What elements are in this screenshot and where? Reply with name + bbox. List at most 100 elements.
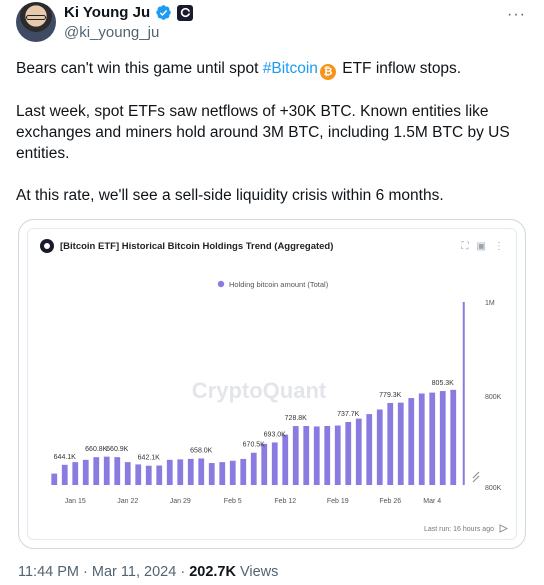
bar	[219, 462, 226, 485]
x-tick-label: Jan 29	[170, 498, 191, 505]
x-tick-label: Jan 15	[65, 498, 86, 505]
chart-header: [Bitcoin ETF] Historical Bitcoin Holding…	[40, 239, 333, 253]
bar	[429, 392, 436, 485]
bar	[462, 302, 465, 485]
bitcoin-icon: ₿	[319, 64, 336, 80]
more-vertical-icon[interactable]: ⋮	[494, 241, 504, 252]
views-count: 202.7K	[189, 564, 236, 580]
bar	[408, 398, 415, 485]
more-options-icon[interactable]: ···	[507, 6, 526, 23]
x-tick-label: Feb 5	[224, 498, 242, 505]
bar	[376, 409, 383, 485]
chart-svg: CryptoQuant Holding bitcoin amount (Total…	[51, 280, 509, 533]
views-label: Views	[239, 564, 279, 580]
bar	[324, 425, 331, 485]
bar	[72, 462, 79, 485]
avatar[interactable]	[16, 2, 56, 42]
bar	[208, 463, 215, 485]
verified-badge-icon	[156, 5, 171, 20]
bar	[166, 459, 173, 485]
bar	[51, 473, 58, 485]
meta-separator: ·	[180, 564, 186, 580]
chart-title: [Bitcoin ETF] Historical Bitcoin Holding…	[60, 240, 334, 252]
data-label: 737.7K	[337, 411, 360, 418]
cryptoquant-logo-icon	[40, 239, 54, 253]
x-tick-label: Feb 26	[379, 498, 401, 505]
tweet-line1-post: ETF inflow stops.	[337, 60, 462, 77]
bar	[135, 464, 142, 485]
x-tick-label: Mar 4	[423, 498, 441, 505]
image-icon[interactable]: ▣	[476, 241, 486, 252]
x-tick-label: Jan 22	[117, 498, 138, 505]
data-label: 642.1K	[138, 455, 161, 462]
bar	[345, 422, 352, 485]
bar	[366, 414, 373, 485]
bar	[198, 458, 205, 485]
data-label: 728.8K	[285, 415, 308, 422]
data-label: 805.3K	[432, 380, 455, 387]
tweet-line1-pre: Bears can't win this game until spot	[16, 60, 263, 77]
data-label: 693.0K	[264, 431, 287, 438]
tweet-paragraph-2: Last week, spot ETFs saw netflows of +30…	[16, 103, 510, 162]
share-icon	[499, 524, 509, 533]
x-tick-label: Feb 12	[274, 498, 296, 505]
bar	[439, 391, 446, 485]
bar	[114, 457, 121, 485]
affiliate-badge-icon[interactable]	[177, 4, 194, 21]
bar	[61, 464, 68, 485]
bar	[103, 456, 110, 485]
hashtag-link[interactable]: #Bitcoin	[262, 60, 318, 77]
bar	[303, 425, 310, 485]
chart-card[interactable]: [Bitcoin ETF] Historical Bitcoin Holding…	[18, 219, 526, 549]
bar	[292, 426, 299, 485]
bar	[124, 462, 131, 485]
chart-panel: [Bitcoin ETF] Historical Bitcoin Holding…	[27, 228, 517, 540]
legend-label: Holding bitcoin amount (Total)	[229, 280, 329, 289]
legend-marker	[217, 280, 225, 288]
bar	[418, 393, 425, 485]
y-tick-label: 800K	[485, 394, 502, 401]
bar	[240, 458, 247, 485]
bar	[250, 452, 257, 485]
tweet-time[interactable]: 11:44 PM	[18, 564, 79, 580]
bar	[145, 465, 152, 485]
fullscreen-icon[interactable]: ⛶	[461, 241, 469, 252]
last-run-text: Last run: 16 hours ago	[424, 526, 494, 533]
meta-separator: ·	[83, 564, 88, 580]
bar	[271, 442, 278, 485]
bar	[355, 418, 362, 485]
bar	[397, 402, 404, 485]
bar	[313, 426, 320, 485]
bar	[334, 425, 341, 485]
bar	[387, 402, 394, 485]
axis-break	[472, 471, 480, 479]
y-tick-label: 1M	[485, 300, 495, 307]
chart-tools: ⛶ ▣ ⋮	[462, 241, 504, 252]
bar	[282, 434, 289, 485]
bar	[187, 458, 194, 485]
data-label: 660.8K	[85, 446, 108, 453]
author-handle[interactable]: @ki_young_ju	[64, 24, 160, 41]
tweet-meta: 11:44 PM · Mar 11, 2024 · 202.7K Views	[18, 564, 278, 580]
tweet-paragraph-3: At this rate, we'll see a sell-side liqu…	[16, 187, 444, 204]
bar	[82, 459, 89, 485]
author-row: Ki Young Ju	[64, 4, 194, 21]
data-label: 660.9K	[106, 446, 129, 453]
data-label: 670.5K	[243, 442, 266, 449]
bar	[229, 460, 236, 485]
tweet-text: Bears can't win this game until spot #Bi…	[16, 58, 524, 227]
bar	[156, 465, 163, 485]
tweet-date[interactable]: Mar 11, 2024	[91, 564, 177, 580]
data-label: 658.0K	[190, 447, 213, 454]
bar	[177, 459, 184, 485]
author-name[interactable]: Ki Young Ju	[64, 4, 151, 21]
data-label: 779.3K	[379, 392, 402, 399]
watermark: CryptoQuant	[192, 378, 327, 403]
data-label: 644.1K	[54, 454, 77, 461]
x-tick-label: Feb 19	[327, 498, 349, 505]
bar	[261, 443, 268, 485]
axis-break	[472, 475, 480, 483]
y-tick-label: 800K	[485, 485, 502, 492]
bar	[93, 457, 100, 485]
